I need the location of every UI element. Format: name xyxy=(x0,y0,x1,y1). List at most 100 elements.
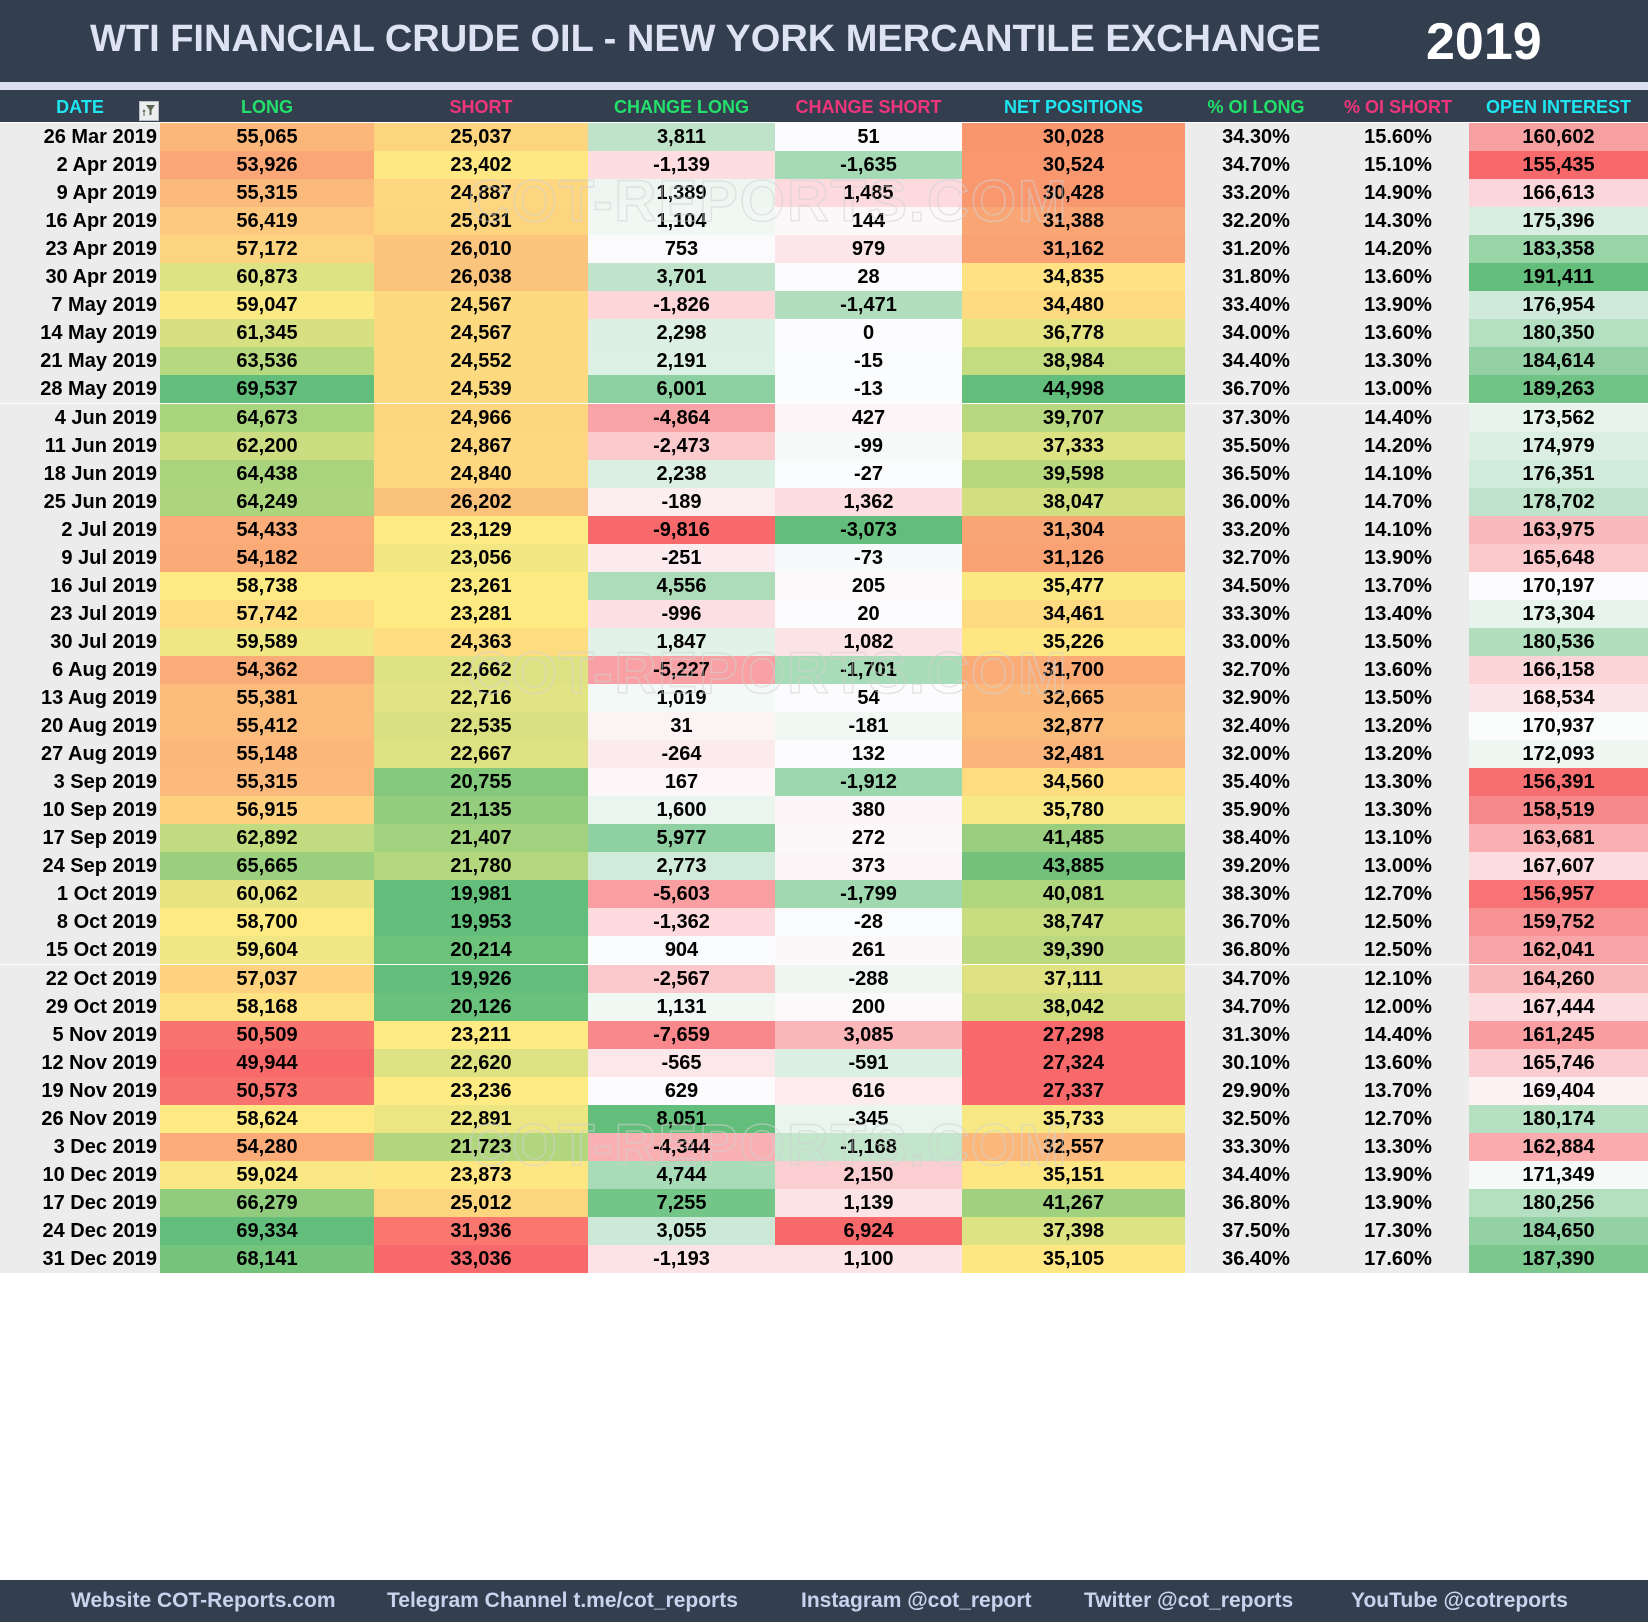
cell-open-interest: 167,444 xyxy=(1469,992,1648,1021)
cell-change-long: 4,744 xyxy=(588,1160,775,1189)
cell-net-positions: 41,485 xyxy=(962,824,1185,853)
cell-date: 10 Sep 2019 xyxy=(0,796,160,825)
footer-link-twitter[interactable]: Twitter @cot_reports xyxy=(1084,1589,1294,1612)
cell-date: 9 Apr 2019 xyxy=(0,179,160,208)
cell-pct-oi-short: 15.10% xyxy=(1327,151,1469,180)
cell-open-interest: 183,358 xyxy=(1469,235,1648,264)
cell-change-short: 54 xyxy=(775,684,962,712)
cell-change-short: 3,085 xyxy=(775,1020,962,1049)
table-row: 13 Aug 2019 55,381 22,716 1,019 54 32,665 32.9… xyxy=(0,684,1648,712)
column-header-date[interactable]: DATE xyxy=(56,97,104,117)
cell-short: 26,202 xyxy=(374,487,588,516)
cell-open-interest: 184,650 xyxy=(1469,1216,1648,1245)
footer-link-instagram[interactable]: Instagram @cot_report xyxy=(801,1589,1032,1612)
cell-change-long: 8,051 xyxy=(588,1104,775,1133)
cell-change-short: -15 xyxy=(775,347,962,376)
cell-date: 17 Dec 2019 xyxy=(0,1188,160,1217)
cell-long: 54,280 xyxy=(160,1132,374,1161)
column-header-change-long[interactable]: CHANGE LONG xyxy=(614,97,749,117)
cell-long: 50,509 xyxy=(160,1020,374,1049)
cell-change-short: -27 xyxy=(775,459,962,488)
column-header-open-interest[interactable]: OPEN INTEREST xyxy=(1485,97,1632,117)
cell-change-short: -99 xyxy=(775,431,962,460)
cell-open-interest: 172,093 xyxy=(1469,740,1648,769)
cell-date: 28 May 2019 xyxy=(0,375,160,404)
table-row: 25 Jun 2019 64,249 26,202 -189 1,362 38,047 36… xyxy=(0,487,1648,516)
cell-open-interest: 176,954 xyxy=(1469,291,1648,320)
column-header-short[interactable]: SHORT xyxy=(449,97,513,117)
cell-short: 25,031 xyxy=(374,207,588,236)
footer-link-telegram[interactable]: Telegram Channel t.me/cot_reports xyxy=(387,1589,738,1612)
cell-change-long: -996 xyxy=(588,599,775,628)
cell-long: 62,200 xyxy=(160,431,374,460)
table-row: 17 Sep 2019 62,892 21,407 5,977 272 41,485 38.… xyxy=(0,824,1648,853)
cell-long: 64,249 xyxy=(160,487,374,516)
cell-short: 23,873 xyxy=(374,1160,588,1189)
column-header-pct-oi-long[interactable]: % OI LONG xyxy=(1207,97,1305,117)
cell-short: 24,552 xyxy=(374,347,588,376)
cell-date: 10 Dec 2019 xyxy=(0,1160,160,1189)
column-header-change-short[interactable]: CHANGE SHORT xyxy=(795,97,942,117)
cell-pct-oi-short: 13.30% xyxy=(1327,347,1469,376)
table-row: 14 May 2019 61,345 24,567 2,298 0 36,778 34.00… xyxy=(0,319,1648,348)
cell-net-positions: 32,877 xyxy=(962,712,1185,741)
table-row: 31 Dec 2019 68,141 33,036 -1,193 1,100 35,105… xyxy=(0,1245,1648,1273)
table-row: 6 Aug 2019 54,362 22,662 -5,227 -1,701 31,700… xyxy=(0,655,1648,684)
cell-long: 56,419 xyxy=(160,207,374,236)
cell-date: 1 Oct 2019 xyxy=(0,880,160,909)
column-header-net-positions[interactable]: NET POSITIONS xyxy=(1003,97,1144,117)
cell-net-positions: 31,162 xyxy=(962,235,1185,264)
cell-net-positions: 35,105 xyxy=(962,1245,1185,1273)
cell-pct-oi-short: 13.60% xyxy=(1327,1048,1469,1077)
cell-change-long: 1,019 xyxy=(588,684,775,712)
cell-pct-oi-short: 12.50% xyxy=(1327,908,1469,937)
cell-net-positions: 31,304 xyxy=(962,515,1185,544)
cell-change-long: -7,659 xyxy=(588,1020,775,1049)
footer-link-website[interactable]: Website COT-Reports.com xyxy=(71,1589,336,1612)
filter-funnel-icon[interactable] xyxy=(139,101,159,121)
cell-date: 26 Nov 2019 xyxy=(0,1104,160,1133)
cell-date: 23 Jul 2019 xyxy=(0,599,160,628)
cell-change-short: 380 xyxy=(775,796,962,825)
cell-long: 56,915 xyxy=(160,796,374,825)
cell-short: 21,780 xyxy=(374,852,588,881)
cell-open-interest: 159,752 xyxy=(1469,908,1648,937)
cell-change-long: 6,001 xyxy=(588,375,775,404)
cell-pct-oi-short: 13.70% xyxy=(1327,1076,1469,1105)
cell-change-long: 2,191 xyxy=(588,347,775,376)
cell-change-long: -2,473 xyxy=(588,431,775,460)
cell-date: 17 Sep 2019 xyxy=(0,824,160,853)
column-header-long[interactable]: LONG xyxy=(241,97,293,117)
cell-change-long: 3,701 xyxy=(588,263,775,292)
cell-pct-oi-long: 38.40% xyxy=(1185,824,1327,853)
cell-change-long: 1,847 xyxy=(588,627,775,656)
cell-pct-oi-long: 34.40% xyxy=(1185,1160,1327,1189)
page-title: WTI FINANCIAL CRUDE OIL - NEW YORK MERCA… xyxy=(90,18,1321,60)
cell-date: 9 Jul 2019 xyxy=(0,543,160,572)
cell-pct-oi-long: 33.20% xyxy=(1185,515,1327,544)
cell-change-long: 1,131 xyxy=(588,992,775,1021)
cell-short: 21,135 xyxy=(374,796,588,825)
cell-net-positions: 38,984 xyxy=(962,347,1185,376)
cell-pct-oi-long: 35.90% xyxy=(1185,796,1327,825)
cell-change-short: -73 xyxy=(775,543,962,572)
cell-change-short: 28 xyxy=(775,263,962,292)
table-row: 28 May 2019 69,537 24,539 6,001 -13 44,998 36.… xyxy=(0,375,1648,404)
cell-change-short: 0 xyxy=(775,319,962,348)
cell-change-long: 1,104 xyxy=(588,207,775,236)
cell-open-interest: 178,702 xyxy=(1469,487,1648,516)
column-header-pct-oi-short[interactable]: % OI SHORT xyxy=(1343,97,1452,117)
cell-pct-oi-short: 13.40% xyxy=(1327,599,1469,628)
cell-date: 24 Sep 2019 xyxy=(0,852,160,881)
cell-short: 31,936 xyxy=(374,1216,588,1245)
cell-net-positions: 34,480 xyxy=(962,291,1185,320)
cell-short: 22,620 xyxy=(374,1048,588,1077)
cell-open-interest: 170,937 xyxy=(1469,712,1648,741)
cell-net-positions: 37,111 xyxy=(962,964,1185,993)
cell-change-long: -565 xyxy=(588,1048,775,1077)
cell-change-short: 200 xyxy=(775,992,962,1021)
cell-net-positions: 35,151 xyxy=(962,1160,1185,1189)
cell-change-short: 1,485 xyxy=(775,179,962,208)
footer-link-youtube[interactable]: YouTube @cotreports xyxy=(1351,1589,1568,1612)
cell-pct-oi-long: 34.70% xyxy=(1185,151,1327,180)
